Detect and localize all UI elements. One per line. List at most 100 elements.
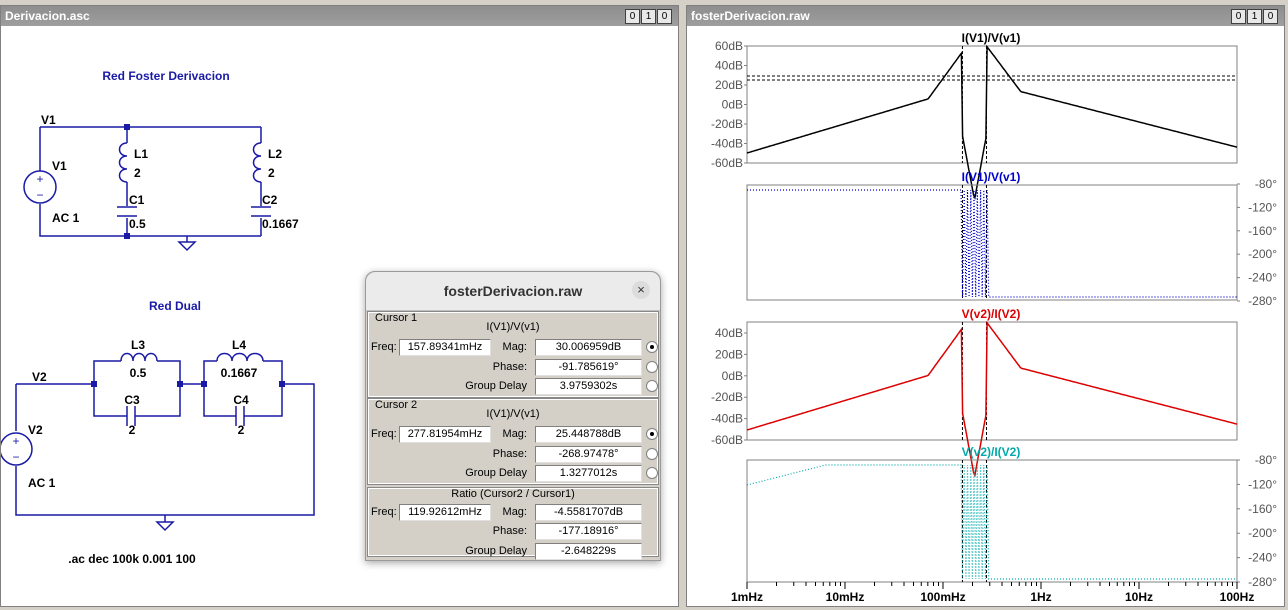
capacitor-c1[interactable]	[117, 206, 137, 217]
cursor2-freq-field[interactable]: 277.81954mHz	[399, 426, 491, 443]
c1-value: 0.5	[129, 217, 146, 231]
plot-pane-frame	[746, 321, 1238, 441]
cursor1-mag-radio[interactable]	[646, 341, 658, 353]
y-tick-label: -160°	[1248, 224, 1277, 238]
ground-symbol-1	[177, 236, 197, 252]
svg-text:+: +	[36, 172, 43, 186]
l1-name: L1	[134, 147, 148, 161]
cursor-dialog: fosterDerivacion.raw × Cursor 1 I(V1)/V(…	[365, 271, 661, 561]
waveform-title: fosterDerivacion.raw	[691, 9, 810, 23]
schematic-titlebar[interactable]: Derivacion.asc 0 1 0	[1, 6, 678, 26]
group-delay-label: Group Delay	[465, 380, 527, 392]
cursor2-gd-field[interactable]: 1.3277012s	[535, 465, 642, 482]
close-icon[interactable]: ×	[632, 281, 650, 299]
l3-value: 0.5	[130, 366, 147, 380]
cursor1-label: Cursor 1	[375, 312, 418, 324]
node-label-v2: V2	[32, 370, 47, 384]
maximize-button[interactable]: 1	[641, 9, 656, 24]
trace-label: I(V1)/V(v1)	[962, 170, 1021, 184]
inductor-l2[interactable]	[252, 142, 262, 183]
maximize-button[interactable]: 1	[1247, 9, 1262, 24]
y-tick-label: -120°	[1248, 477, 1277, 491]
svg-text:+: +	[12, 434, 19, 448]
l4-name: L4	[232, 338, 246, 352]
c2-value: 0.1667	[262, 217, 299, 231]
schematic-title: Derivacion.asc	[5, 9, 90, 23]
voltage-source-v1[interactable]: + −	[23, 170, 57, 204]
ratio-group: Ratio (Cursor2 / Cursor1) Freq: 119.9261…	[367, 487, 659, 560]
freq-label: Freq:	[371, 428, 397, 440]
minimize-button[interactable]: 0	[625, 9, 640, 24]
close-button[interactable]: 0	[657, 9, 672, 24]
spice-directive[interactable]: .ac dec 100k 0.001 100	[68, 552, 196, 566]
y-tick-label: 60dB	[715, 39, 743, 53]
y-tick-label: -60dB	[711, 433, 743, 447]
y-tick-label: -120°	[1248, 200, 1277, 214]
waveform-window: fosterDerivacion.raw 0 1 0 I(V1)/V(v1) 60…	[686, 5, 1285, 607]
dual-wires	[15, 360, 315, 522]
y-tick-label: -200°	[1248, 526, 1277, 540]
cursor1-phase-field[interactable]: -91.785619°	[535, 359, 642, 376]
ratio-label: Ratio (Cursor2 / Cursor1)	[451, 488, 575, 500]
magnitude-trace-1	[746, 44, 1238, 200]
y-tick-label: -240°	[1248, 271, 1277, 285]
mag-label: Mag:	[502, 428, 527, 440]
cursor1-gd-radio[interactable]	[646, 380, 658, 392]
waveform-plot-area[interactable]: I(V1)/V(v1) 60dB 40dB 20dB 0dB -20dB -40dB -60d…	[687, 27, 1284, 606]
cursor1-group: Cursor 1 I(V1)/V(v1) Freq: 157.89341mHz …	[367, 311, 659, 398]
ratio-gd-field[interactable]: -2.648229s	[535, 543, 642, 560]
cursor2-gd-radio[interactable]	[646, 467, 658, 479]
cursor1-gd-field[interactable]: 3.9759302s	[535, 378, 642, 395]
cursor2-label: Cursor 2	[375, 399, 418, 411]
ratio-freq-field[interactable]: 119.92612mHz	[399, 504, 491, 521]
cursor2-trace: I(V1)/V(v1)	[486, 408, 540, 420]
inductor-l3[interactable]	[120, 352, 158, 362]
group-delay-label: Group Delay	[465, 545, 527, 557]
minimize-button[interactable]: 0	[1231, 9, 1246, 24]
x-tick-label: 10mHz	[826, 590, 865, 604]
ground-symbol-2	[155, 521, 175, 532]
phase-label: Phase:	[492, 448, 527, 460]
close-button[interactable]: 0	[1263, 9, 1278, 24]
cursor2-phase-radio[interactable]	[646, 448, 658, 460]
cursor2-group: Cursor 2 I(V1)/V(v1) Freq: 277.81954mHz …	[367, 398, 659, 485]
capacitor-c3[interactable]	[115, 406, 147, 426]
cursor2-mag-field[interactable]: 25.448788dB	[535, 426, 642, 443]
mag-label: Mag:	[502, 341, 527, 353]
voltage-source-v2[interactable]: + −	[1, 432, 33, 466]
phase-trace-2	[746, 464, 1237, 580]
plot-pane-frame	[746, 459, 1238, 583]
cursor1-freq-field[interactable]: 157.89341mHz	[399, 339, 491, 356]
schematic-canvas[interactable]: Red Foster Derivacion V1 + − V1 AC 1 L1 …	[1, 27, 678, 606]
plot-pane-frame	[746, 45, 1238, 164]
inductor-l1[interactable]	[118, 142, 128, 183]
ratio-phase-field[interactable]: -177.18916°	[535, 523, 642, 540]
cursor2-mag-radio[interactable]	[646, 428, 658, 440]
dialog-title[interactable]: fosterDerivacion.raw	[366, 272, 660, 311]
l1-value: 2	[134, 166, 141, 180]
cursor1-mag-field[interactable]: 30.006959dB	[535, 339, 642, 356]
capacitor-c2[interactable]	[251, 206, 271, 217]
foster-title: Red Foster Derivacion	[102, 69, 229, 83]
mag-label: Mag:	[502, 506, 527, 518]
cursor2-phase-field[interactable]: -268.97478°	[535, 446, 642, 463]
y-tick-label: 20dB	[715, 347, 743, 361]
capacitor-c4[interactable]	[231, 406, 249, 426]
freq-label: Freq:	[371, 506, 397, 518]
c2-name: C2	[262, 193, 278, 207]
ratio-mag-field[interactable]: -4.5581707dB	[535, 504, 642, 521]
y-tick-label: -240°	[1248, 551, 1277, 565]
l4-value: 0.1667	[221, 366, 258, 380]
freq-label: Freq:	[371, 341, 397, 353]
dual-junctions	[91, 381, 285, 387]
x-tick-label: 1mHz	[731, 590, 763, 604]
y-tick-label: -200°	[1248, 247, 1277, 261]
cursor1-phase-radio[interactable]	[646, 361, 658, 373]
y-tick-label: 40dB	[715, 326, 743, 340]
x-tick-label: 10Hz	[1125, 590, 1153, 604]
inductor-l4[interactable]	[216, 352, 264, 362]
x-tick-label: 100mHz	[920, 590, 965, 604]
waveform-titlebar[interactable]: fosterDerivacion.raw 0 1 0	[687, 6, 1284, 26]
foster-wires	[39, 126, 262, 237]
l2-name: L2	[268, 147, 282, 161]
